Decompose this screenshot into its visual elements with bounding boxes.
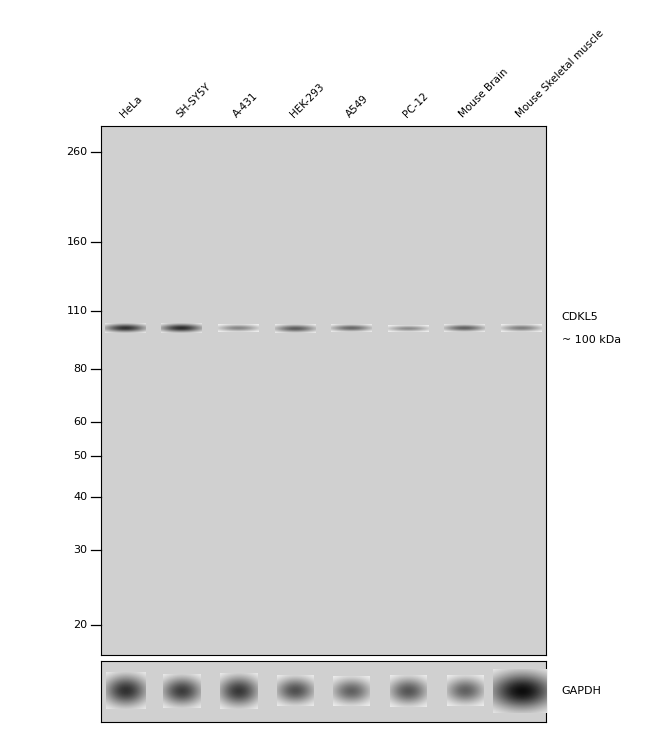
Text: SH-SY5Y: SH-SY5Y xyxy=(175,81,213,119)
Text: CDKL5: CDKL5 xyxy=(562,312,599,322)
Text: HEK-293: HEK-293 xyxy=(288,81,326,119)
Text: PC-12: PC-12 xyxy=(401,91,430,119)
Text: Mouse Brain: Mouse Brain xyxy=(458,67,510,119)
Text: 160: 160 xyxy=(66,237,87,246)
Text: Mouse Skeletal muscle: Mouse Skeletal muscle xyxy=(514,28,606,119)
Text: 30: 30 xyxy=(73,545,87,555)
Text: GAPDH: GAPDH xyxy=(562,686,601,696)
Text: 20: 20 xyxy=(73,620,87,630)
Text: 60: 60 xyxy=(73,417,87,428)
Text: HeLa: HeLa xyxy=(118,94,144,119)
Text: 260: 260 xyxy=(66,147,87,157)
Text: 110: 110 xyxy=(66,306,87,316)
Text: ~ 100 kDa: ~ 100 kDa xyxy=(562,335,621,345)
Text: 40: 40 xyxy=(73,492,87,502)
Text: 50: 50 xyxy=(73,451,87,461)
Text: A549: A549 xyxy=(344,93,370,119)
Text: 80: 80 xyxy=(73,364,87,374)
Text: A-431: A-431 xyxy=(231,91,260,119)
